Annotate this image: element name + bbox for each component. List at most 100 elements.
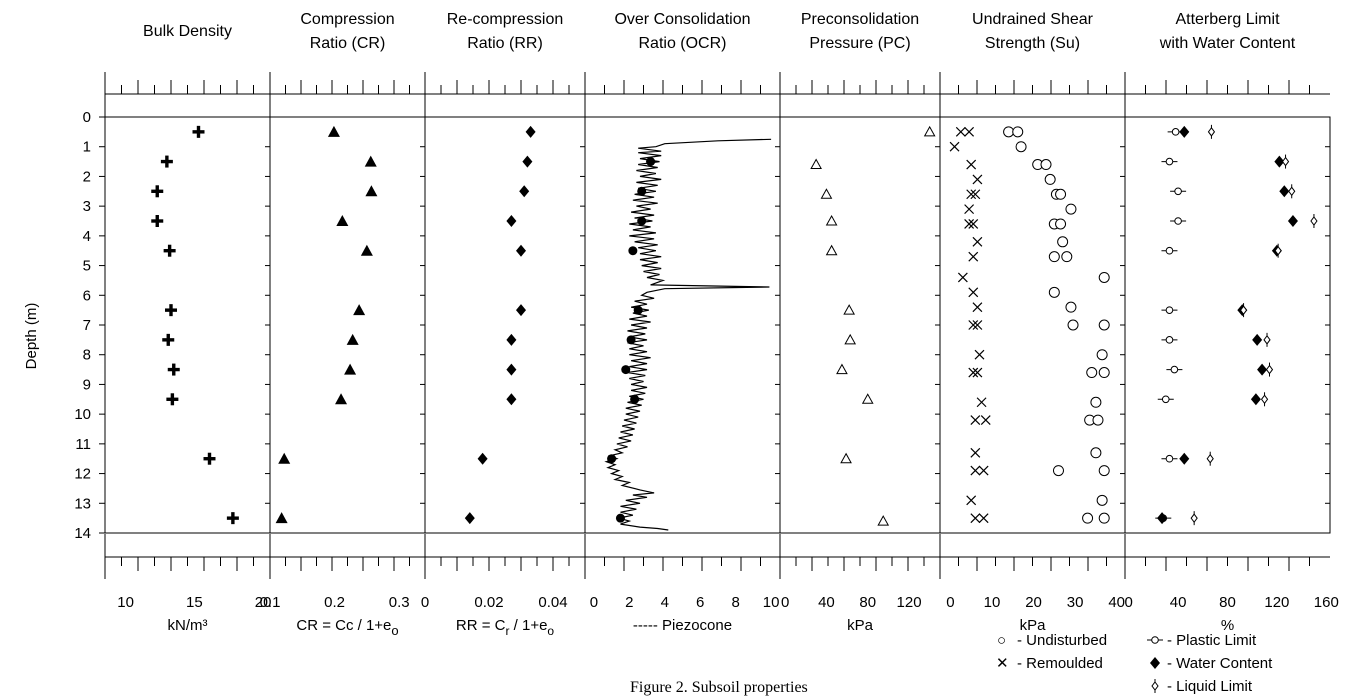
panel-title: Re-compression — [447, 11, 563, 28]
x-tick-label: 0 — [946, 594, 954, 611]
data-point-triangle — [335, 393, 348, 405]
data-point-undisturbed — [1040, 159, 1052, 171]
data-point-remoulded — [972, 367, 983, 378]
x-tick-label: 4 — [661, 594, 669, 611]
data-point-diamond — [1279, 185, 1290, 198]
data-point-triangle — [275, 512, 288, 524]
data-point-remoulded — [976, 397, 987, 408]
data-point-undisturbed — [1061, 251, 1073, 263]
depth-tick-label: 12 — [74, 466, 91, 483]
x-tick-label: 40 — [1170, 594, 1187, 611]
data-point-circle — [630, 394, 640, 404]
legend-atterberg — [1147, 636, 1163, 693]
data-point-remoulded — [968, 367, 979, 378]
data-point-remoulded — [980, 415, 991, 426]
data-point-undisturbed — [1055, 218, 1067, 230]
data-point-triangle-open — [825, 244, 838, 256]
data-point-undisturbed — [1015, 141, 1027, 153]
x-tick-label: 40 — [818, 594, 835, 611]
data-point-undisturbed — [1065, 301, 1077, 313]
data-point-triangle — [365, 185, 378, 197]
data-point-remoulded — [972, 174, 983, 185]
x-tick-label: 40 — [1108, 594, 1125, 611]
data-point-remoulded — [966, 159, 977, 170]
x-tick-label: 2 — [625, 594, 633, 611]
x-tick-label: 120 — [897, 594, 922, 611]
data-point-remoulded — [970, 465, 981, 476]
data-point-diamond — [1150, 657, 1160, 669]
panel-title: Undrained Shear — [972, 11, 1094, 28]
x-tick-label: 120 — [1264, 594, 1289, 611]
data-point-circle — [646, 157, 656, 167]
data-point-undisturbed — [1048, 286, 1060, 298]
data-point-circle — [615, 513, 625, 523]
data-point-diamond — [1257, 363, 1268, 376]
panel-frame — [104, 116, 271, 534]
data-point-remoulded — [970, 415, 981, 426]
data-point-remoulded — [964, 219, 975, 229]
data-point-liquid-limit — [1288, 186, 1296, 197]
depth-tick-label: 6 — [83, 287, 91, 304]
depth-tick-label: 13 — [74, 495, 91, 512]
legend-liquid-label: - Liquid Limit — [1167, 678, 1253, 695]
data-point-remoulded — [972, 302, 983, 313]
x-axis-label: kPa — [1020, 617, 1047, 634]
depth-tick-label: 7 — [83, 317, 91, 334]
data-point-undisturbed — [1090, 447, 1102, 459]
data-point-triangle — [327, 125, 340, 137]
data-point-remoulded — [968, 251, 979, 262]
data-point-diamond — [1287, 215, 1298, 227]
data-point-circle — [628, 246, 638, 256]
data-point-plastic-limit — [1151, 636, 1159, 644]
x-tick-label: 10 — [117, 594, 134, 611]
data-point-remoulded — [972, 236, 983, 247]
x-tick-label: 0 — [590, 594, 598, 611]
data-point-circle — [637, 186, 647, 196]
legend-water-label: - Water Content — [1167, 655, 1273, 672]
x-tick-label: 0.02 — [474, 594, 503, 611]
data-point-circle — [633, 305, 643, 315]
x-tick-label: 80 — [859, 594, 876, 611]
data-point-circle — [607, 454, 617, 464]
x-tick-label: 80 — [1219, 594, 1236, 611]
data-point-diamond — [522, 155, 533, 168]
x-tick-label: 10 — [984, 594, 1001, 611]
x-tick-label: 20 — [1025, 594, 1042, 611]
data-point-liquid-limit — [1260, 394, 1269, 405]
data-point-triangle-open — [820, 188, 833, 199]
data-point-plastic-limit — [1165, 246, 1174, 255]
depth-tick-label: 3 — [83, 198, 91, 215]
data-point-triangle-open — [844, 333, 857, 345]
data-point-undisturbed — [1082, 512, 1094, 524]
data-point-undisturbed — [1098, 271, 1110, 283]
panel-6: Atterberg Limit with Water Content 0 40 80 12… — [1124, 11, 1339, 634]
depth-tick-label: 5 — [83, 258, 91, 275]
x-tick-label: 20 — [255, 594, 272, 611]
x-tick-label: 0 — [1125, 594, 1133, 611]
data-point-plastic-limit — [1174, 217, 1182, 225]
legend-plastic-label: - Plastic Limit — [1167, 632, 1257, 649]
data-point-liquid-limit — [1310, 216, 1318, 226]
x-tick-label: 0 — [781, 594, 789, 611]
panel-title: Ratio (RR) — [467, 35, 543, 52]
data-point-diamond — [516, 244, 526, 257]
data-point-diamond — [1274, 155, 1285, 168]
depth-tick-label: 8 — [83, 347, 91, 364]
data-point-undisturbed — [1052, 465, 1064, 477]
panel-title: Atterberg Limit — [1175, 11, 1280, 28]
x-tick-label: 6 — [696, 594, 704, 611]
data-point-triangle — [353, 304, 366, 316]
panel-title: Pressure (PC) — [809, 35, 910, 52]
x-tick-label: 0.04 — [538, 594, 567, 611]
figure-caption: Figure 2. Subsoil properties — [630, 679, 808, 696]
data-point-triangle-open — [861, 393, 874, 404]
data-point-plastic-limit — [1170, 365, 1179, 374]
legend-remoulded-label: - Remoulded — [1017, 655, 1103, 672]
data-point-triangle — [346, 333, 359, 345]
depth-tick-label: 11 — [75, 436, 91, 453]
data-point-diamond — [1157, 512, 1168, 525]
data-point-undisturbed — [1065, 203, 1077, 215]
data-point-undisturbed — [1098, 512, 1110, 524]
